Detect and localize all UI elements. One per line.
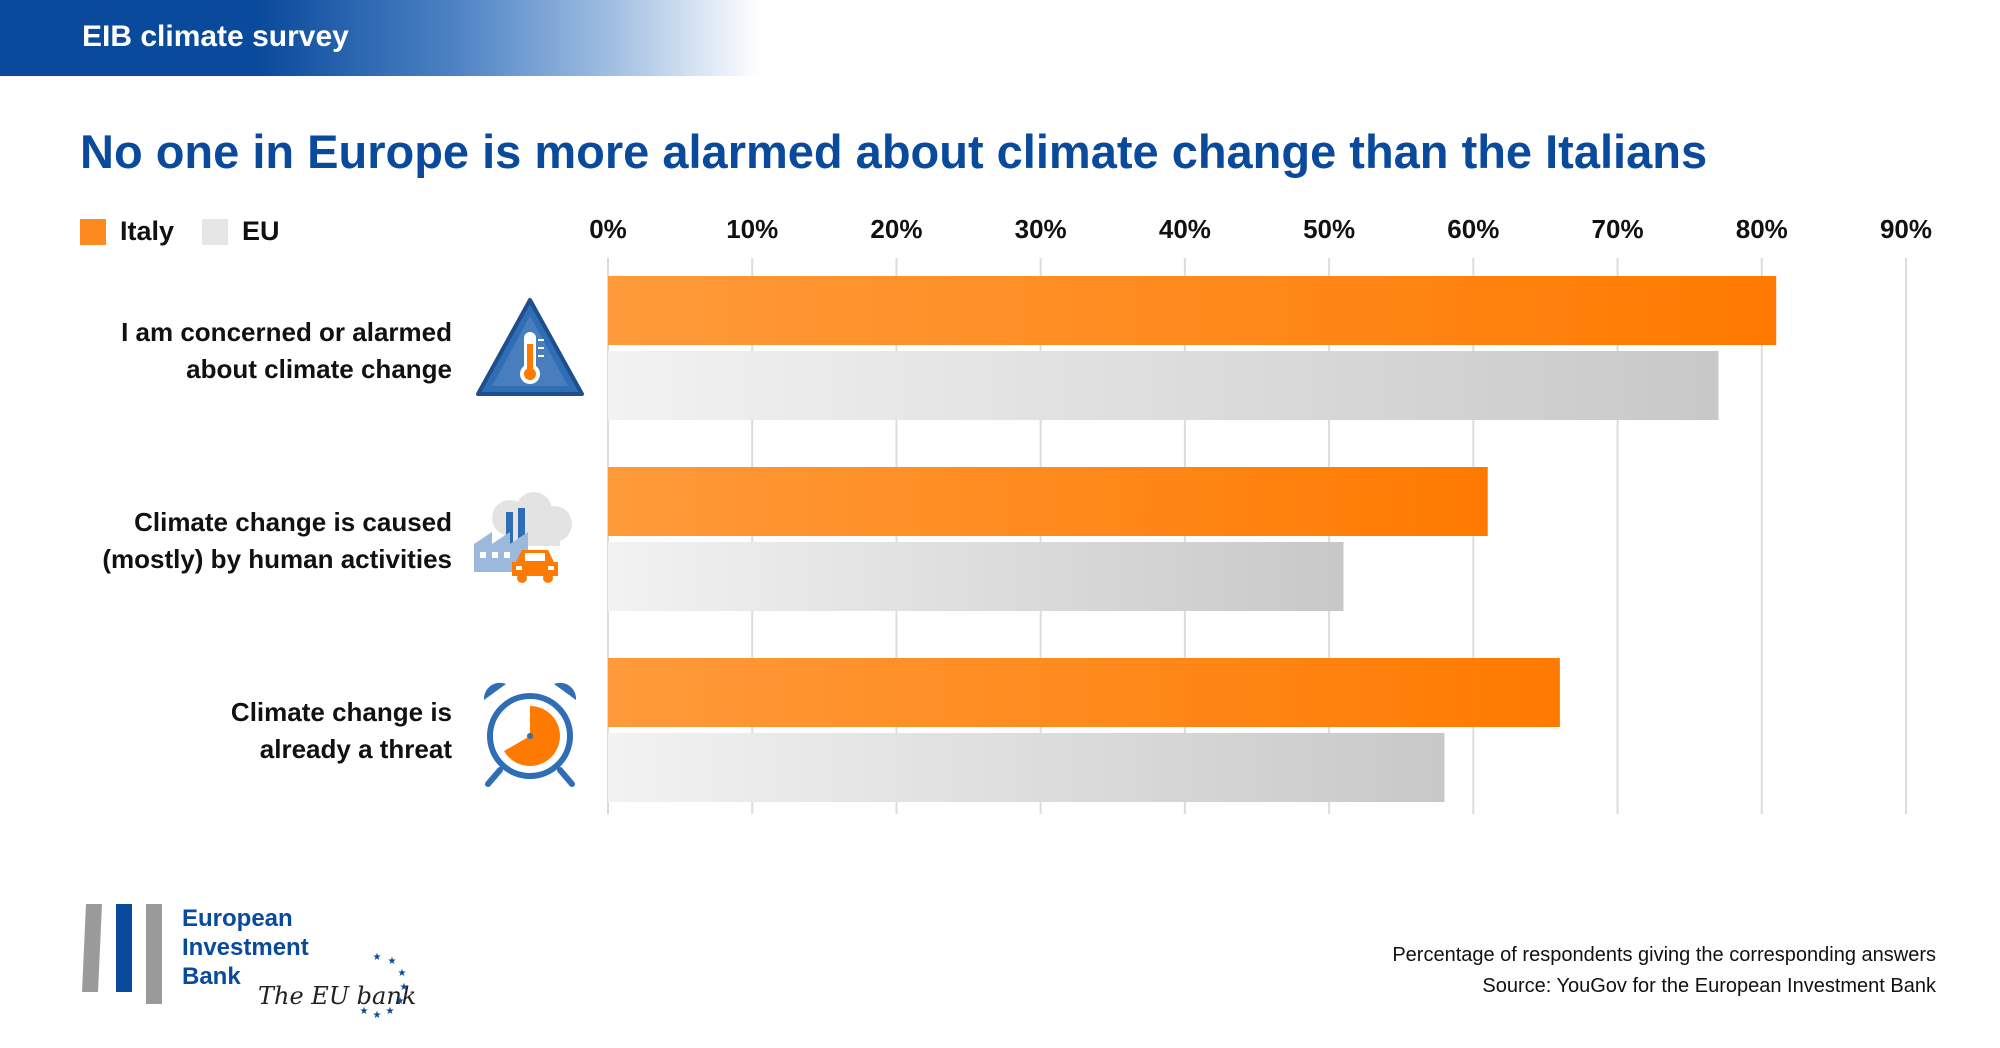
x-tick-label-3: 30% xyxy=(1015,214,1067,244)
alarm-clock-icon xyxy=(483,682,577,787)
banner-title: EIB climate survey xyxy=(82,20,349,53)
eib-logo-line-1: European xyxy=(182,905,293,932)
footnote: Percentage of respondents giving the cor… xyxy=(1392,940,1936,1002)
eib-logo: European Investment Bank The EU bank ★ ★ ★… xyxy=(80,904,420,1024)
factory-car-icon xyxy=(474,492,572,583)
footnote-note: Percentage of respondents giving the cor… xyxy=(1392,944,1936,966)
eu-stars-icon: ★ ★★ ★★★ ★★ xyxy=(360,952,409,1020)
eib-logo-line-2: Investment xyxy=(182,934,309,961)
category-label-3-line-1: Climate change is xyxy=(230,697,452,727)
x-tick-label-7: 70% xyxy=(1592,214,1644,244)
svg-text:★: ★ xyxy=(360,1006,369,1017)
svg-text:★: ★ xyxy=(400,982,409,993)
bar-eu-2 xyxy=(608,542,1344,611)
x-tick-labels: 0% 10% 20% 30% 40% 50% 60% 70% 80% 90% xyxy=(589,214,1932,244)
x-tick-label-9: 90% xyxy=(1880,214,1932,244)
eib-logo-text: European Investment Bank xyxy=(182,904,309,991)
svg-text:★: ★ xyxy=(388,956,397,967)
thermometer-warning-icon xyxy=(476,298,584,396)
legend-item-eu: EU xyxy=(202,216,280,247)
svg-text:★: ★ xyxy=(398,968,407,979)
bars xyxy=(608,276,1777,802)
x-tick-label-8: 80% xyxy=(1736,214,1788,244)
bar-eu-1 xyxy=(608,351,1719,420)
header-banner xyxy=(0,0,760,76)
legend-swatch-italy xyxy=(80,218,106,245)
category-label-1-line-2: about climate change xyxy=(186,354,452,384)
category-label-3-line-2: already a threat xyxy=(259,734,452,764)
x-tick-label-0: 0% xyxy=(589,214,627,244)
category-label-1: I am concerned or alarmed about climate … xyxy=(121,314,452,388)
x-tick-label-2: 20% xyxy=(870,214,922,244)
x-tick-label-4: 40% xyxy=(1159,214,1211,244)
legend-label-italy: Italy xyxy=(120,216,175,246)
x-tick-label-6: 60% xyxy=(1447,214,1499,244)
bar-chart: 0% 10% 20% 30% 40% 50% 60% 70% 80% 90% xyxy=(589,214,1932,814)
legend-label-eu: EU xyxy=(242,216,280,246)
svg-text:★: ★ xyxy=(396,996,405,1007)
chart-title: No one in Europe is more alarmed about c… xyxy=(80,125,1708,178)
bar-italy-2 xyxy=(608,467,1488,536)
svg-text:★: ★ xyxy=(373,952,382,963)
svg-text:★: ★ xyxy=(373,1010,382,1020)
footnote-source: Source: YouGov for the European Investme… xyxy=(1482,975,1936,997)
eib-tagline: The EU bank xyxy=(258,982,417,1010)
category-label-2: Climate change is caused (mostly) by hum… xyxy=(102,504,452,578)
eib-logo-mark-icon xyxy=(82,904,162,1004)
legend-swatch-eu xyxy=(202,218,228,245)
bar-eu-3 xyxy=(608,733,1445,802)
bar-italy-3 xyxy=(608,658,1560,727)
legend-item-italy: Italy xyxy=(80,216,174,247)
eib-logo-line-3: Bank xyxy=(182,963,241,990)
x-tick-label-1: 10% xyxy=(726,214,778,244)
bar-italy-1 xyxy=(608,276,1777,345)
category-label-3: Climate change is already a threat xyxy=(231,694,452,768)
x-tick-label-5: 50% xyxy=(1303,214,1355,244)
category-label-2-line-1: Climate change is caused xyxy=(134,507,452,537)
svg-text:★: ★ xyxy=(386,1006,395,1017)
category-label-1-line-1: I am concerned or alarmed xyxy=(121,317,452,347)
category-label-2-line-2: (mostly) by human activities xyxy=(102,544,452,574)
